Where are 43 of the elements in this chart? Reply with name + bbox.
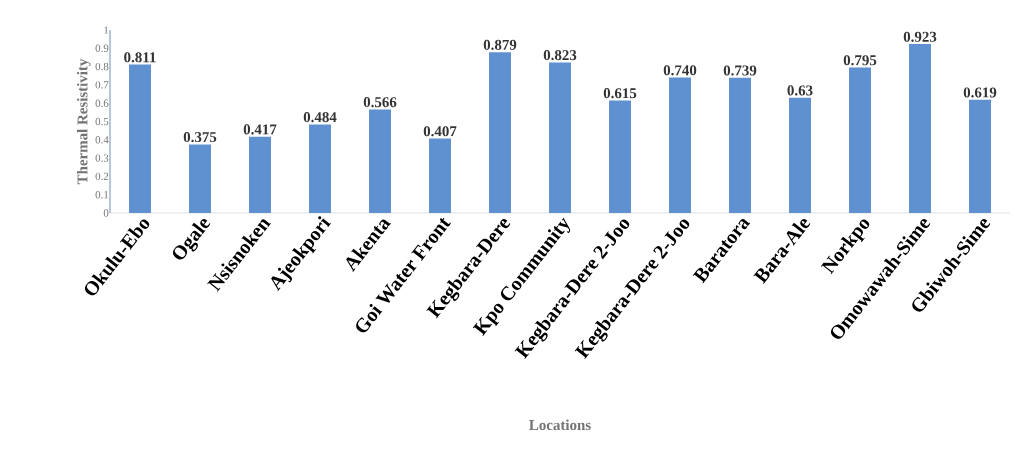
data-label: 0.63 [787, 85, 813, 96]
y-tick-label: 0.7 [95, 81, 109, 89]
bar [909, 44, 932, 213]
bar [789, 97, 812, 213]
y-tick-label: 1 [104, 26, 109, 34]
data-label: 0.619 [963, 87, 997, 98]
data-label: 0.923 [903, 31, 937, 42]
data-label: 0.375 [183, 132, 217, 143]
bar [189, 144, 211, 213]
bar [729, 77, 752, 213]
data-label: 0.879 [483, 39, 517, 50]
bar [309, 124, 331, 213]
y-tick-label: 0.6 [95, 99, 109, 107]
y-tick-label: 0.2 [95, 172, 109, 181]
y-tick-label: 0.1 [95, 190, 109, 199]
bar [669, 77, 692, 213]
data-label: 0.795 [843, 55, 877, 66]
data-label: 0.740 [663, 65, 697, 76]
y-tick-label: 0.5 [95, 117, 109, 126]
data-label: 0.823 [543, 50, 577, 61]
data-label: 0.615 [603, 88, 637, 99]
bar [609, 100, 632, 213]
data-label: 0.484 [303, 112, 337, 123]
bar [429, 138, 451, 213]
data-label: 0.417 [243, 124, 277, 135]
bar [129, 64, 151, 213]
y-tick-label: 0.4 [95, 136, 109, 144]
bar [549, 62, 572, 213]
bar [969, 99, 992, 213]
bar [489, 52, 511, 213]
y-tick-label: 0 [103, 209, 109, 217]
x-axis-title: Locations [529, 419, 591, 431]
bar [849, 67, 872, 213]
data-label: 0.811 [124, 52, 156, 63]
y-tick-label: 0.8 [95, 62, 109, 71]
data-label: 0.566 [363, 97, 397, 108]
y-tick-label: 0.9 [95, 44, 109, 53]
data-label: 0.407 [423, 126, 457, 137]
bar [249, 136, 271, 213]
y-tick-label: 0.3 [95, 154, 109, 162]
y-axis-title: Thermal Resistivity [77, 58, 91, 185]
bar [369, 109, 391, 213]
data-label: 0.739 [723, 65, 757, 76]
